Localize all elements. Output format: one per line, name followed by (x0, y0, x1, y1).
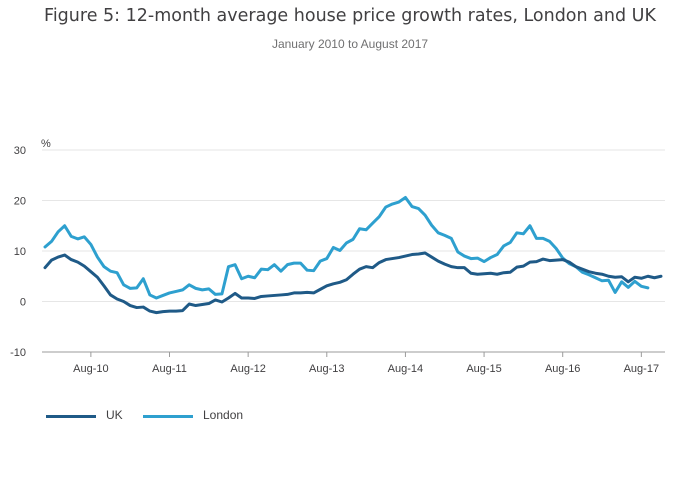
y-axis-label: % (41, 138, 51, 150)
y-axis-ticks: 30 20 10 0 -10 (10, 145, 26, 359)
y-tick-label: 10 (14, 246, 26, 258)
y-tick-label: 30 (14, 145, 26, 157)
x-tick-label: Aug-16 (545, 363, 580, 375)
x-tick-label: Aug-17 (624, 363, 659, 375)
y-tick-label: 20 (14, 196, 26, 208)
x-tick-label: Aug-12 (230, 363, 265, 375)
legend-swatch-london (143, 415, 193, 418)
x-tick-label: Aug-11 (152, 363, 187, 375)
x-tick-label: Aug-14 (388, 363, 423, 375)
gridlines (42, 149, 665, 353)
legend-label-london: London (203, 408, 244, 422)
chart-title: Figure 5: 12-month average house price g… (44, 6, 656, 26)
x-tick-label: Aug-15 (466, 363, 501, 375)
legend-label-uk: UK (106, 408, 123, 422)
x-tick-label: Aug-10 (73, 363, 108, 375)
y-tick-label: 0 (20, 297, 26, 309)
series-line-london[interactable] (43, 195, 650, 300)
chart-subtitle: January 2010 to August 2017 (271, 37, 429, 51)
y-tick-label: -10 (10, 347, 26, 359)
legend-swatch-uk (46, 415, 96, 418)
series-lines (43, 195, 663, 315)
x-tick-label: Aug-13 (309, 363, 344, 375)
series-line-uk[interactable] (43, 251, 663, 315)
x-axis-ticks: Aug-10 Aug-11 Aug-12 Aug-13 Aug-14 Aug-15 Aug-… (73, 352, 659, 375)
